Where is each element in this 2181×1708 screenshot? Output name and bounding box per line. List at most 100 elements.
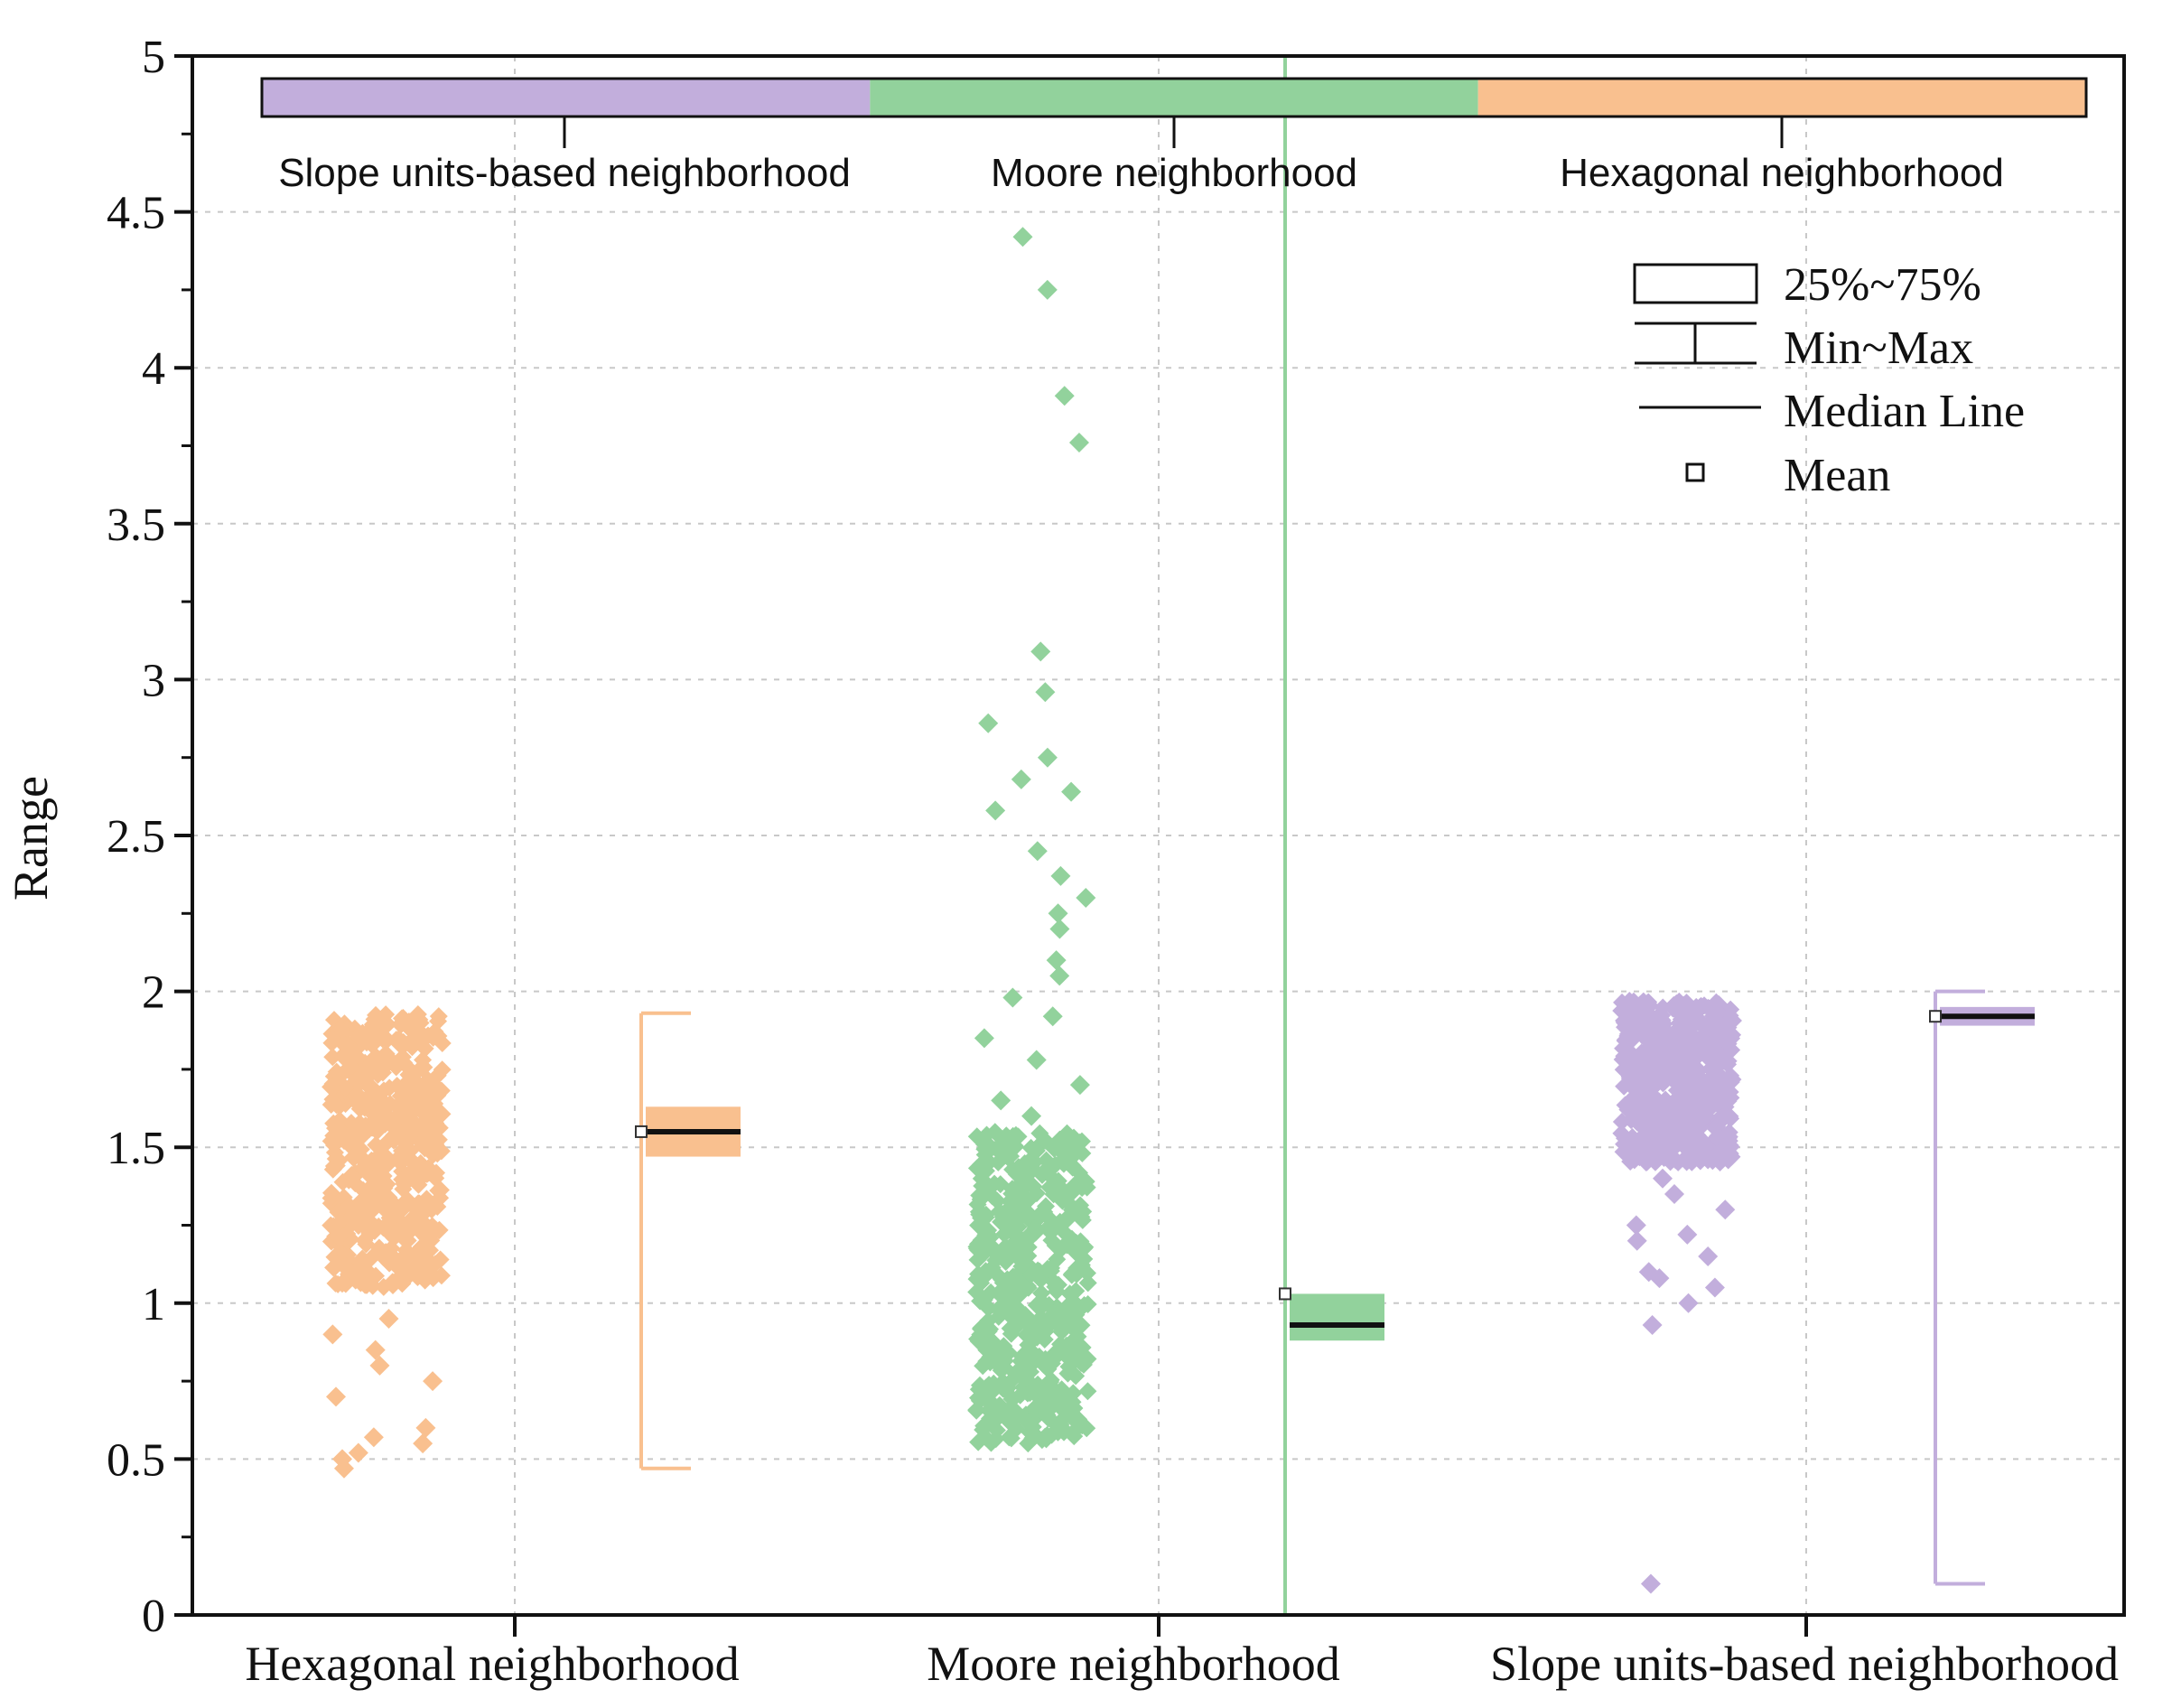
x-tick-label: Moore neighborhood bbox=[927, 1637, 1339, 1691]
scatter-point bbox=[987, 1245, 1006, 1264]
scatter-point bbox=[1630, 1148, 1649, 1167]
scatter-point bbox=[1032, 1165, 1051, 1184]
scatter-point bbox=[1713, 1090, 1732, 1109]
scatter-point bbox=[1049, 966, 1070, 986]
scatter-point bbox=[1645, 1132, 1664, 1151]
y-tick-label: 4 bbox=[142, 343, 165, 395]
legend-mean-symbol bbox=[1685, 462, 1705, 482]
axes: 0 0.5 1 1.5 2 2.5 3 3.5 4 4.5 5 Hexagonal neighborh… bbox=[107, 32, 2126, 1691]
scatter-point bbox=[354, 1061, 373, 1080]
scatter-point bbox=[1063, 1200, 1082, 1219]
scatter-point bbox=[362, 1248, 381, 1267]
scatter-point bbox=[362, 1222, 381, 1241]
scatter-point bbox=[1034, 1356, 1053, 1375]
scatter-point bbox=[990, 1202, 1009, 1221]
scatter-point bbox=[359, 1265, 378, 1283]
scatter-point bbox=[1068, 433, 1089, 453]
scatter-point bbox=[1069, 1075, 1090, 1096]
scatter-point bbox=[396, 1079, 415, 1098]
scatter-point bbox=[1074, 1176, 1093, 1195]
scatter-point bbox=[429, 1012, 448, 1031]
scatter-point bbox=[411, 1013, 430, 1032]
scatter-point bbox=[322, 1324, 343, 1345]
scatter-point bbox=[392, 1153, 411, 1172]
scatter-point bbox=[340, 1229, 359, 1248]
scatter-point bbox=[1067, 1282, 1086, 1301]
scatter-point bbox=[342, 1165, 361, 1184]
scatter-point bbox=[1675, 1133, 1694, 1152]
scatter-point bbox=[369, 1355, 390, 1376]
top-legend: Slope units-based neighborhood Moore neig… bbox=[260, 77, 2088, 195]
scatter-point bbox=[324, 1258, 343, 1277]
scatter-point bbox=[983, 1187, 1002, 1206]
scatter-point bbox=[332, 1449, 353, 1470]
scatter-point bbox=[972, 1320, 991, 1339]
scatter-point bbox=[363, 1118, 382, 1137]
scatter-point bbox=[405, 1154, 424, 1173]
scatter-point bbox=[1048, 903, 1068, 924]
legend-bar-segment bbox=[262, 79, 871, 117]
scatter-point bbox=[1678, 1054, 1697, 1073]
scatter-point bbox=[417, 1228, 436, 1247]
scatter-point bbox=[387, 1031, 405, 1050]
scatter-point bbox=[353, 1208, 372, 1227]
scatter-point bbox=[413, 1433, 433, 1454]
scatter-point bbox=[1031, 1207, 1050, 1226]
scatter-point bbox=[391, 1015, 410, 1034]
scatter-point bbox=[975, 1135, 994, 1154]
y-tick-label: 2.5 bbox=[107, 811, 165, 863]
scatter-point bbox=[1002, 987, 1023, 1008]
scatter-point bbox=[1711, 1071, 1730, 1090]
scatter-point bbox=[1701, 1019, 1720, 1038]
scatter-point bbox=[996, 1347, 1015, 1366]
scatter-point bbox=[325, 1247, 344, 1266]
scatter-point bbox=[415, 1028, 434, 1047]
y-tick-label: 5 bbox=[142, 32, 165, 83]
scatter-point bbox=[1054, 386, 1075, 406]
scatter-point bbox=[423, 1371, 443, 1392]
iqr-box bbox=[1290, 1293, 1384, 1341]
scatter-point bbox=[368, 1084, 387, 1103]
scatter-point bbox=[1692, 1130, 1711, 1149]
scatter-point bbox=[1078, 1382, 1097, 1401]
scatter-point bbox=[409, 1175, 428, 1194]
scatter-point bbox=[1664, 1183, 1684, 1204]
scatter-point bbox=[1021, 1339, 1039, 1358]
scatter-point bbox=[981, 1400, 1000, 1419]
y-tick-label: 3.5 bbox=[107, 499, 165, 551]
scatter-point bbox=[1011, 1229, 1030, 1248]
legend-bar-segment bbox=[1477, 79, 2086, 117]
scatter-point bbox=[1064, 1330, 1083, 1349]
scatter-point bbox=[1021, 1205, 1039, 1224]
scatter-point bbox=[978, 713, 999, 733]
scatter-point bbox=[994, 1300, 1013, 1319]
scatter-point bbox=[1720, 1013, 1739, 1032]
scatter-point bbox=[1037, 747, 1058, 768]
scatter-point bbox=[378, 1015, 397, 1034]
scatter-point bbox=[1011, 769, 1031, 789]
scatter-point bbox=[370, 1062, 389, 1081]
scatter-point bbox=[331, 1111, 350, 1130]
box-plots bbox=[635, 54, 2035, 1617]
scatter-point bbox=[1616, 1031, 1635, 1050]
scatter-point bbox=[1037, 1430, 1056, 1449]
scatter-point bbox=[370, 1105, 389, 1124]
scatter-point bbox=[977, 1340, 996, 1359]
scatter-point bbox=[996, 1381, 1015, 1400]
scatter-series-3 bbox=[1612, 992, 1742, 1594]
scatter-point bbox=[993, 1287, 1011, 1306]
box-plot-1 bbox=[635, 1011, 741, 1470]
scatter-point bbox=[1649, 1054, 1668, 1073]
scatter-point bbox=[330, 1227, 349, 1246]
scatter-point bbox=[1700, 999, 1719, 1018]
y-tick-label: 0.5 bbox=[107, 1434, 165, 1486]
scatter-point bbox=[1698, 1246, 1719, 1267]
scatter-point bbox=[1615, 1047, 1634, 1066]
scatter-point bbox=[1007, 1165, 1026, 1184]
scatter-point bbox=[974, 1028, 994, 1049]
scatter-point bbox=[1067, 1367, 1086, 1386]
scatter-point bbox=[426, 1083, 445, 1102]
scatter-point bbox=[992, 1212, 1011, 1231]
